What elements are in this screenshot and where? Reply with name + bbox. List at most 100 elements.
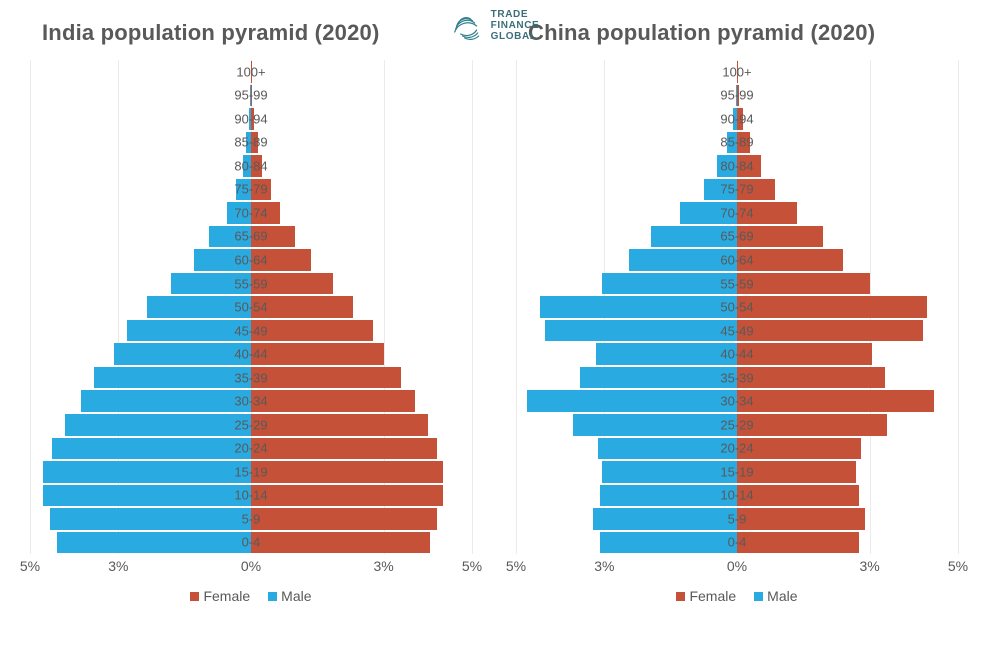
- age-row: 55-59: [30, 272, 472, 296]
- female-bar: [737, 179, 775, 201]
- male-half: [30, 343, 251, 365]
- female-bar: [251, 532, 430, 554]
- female-half: [737, 85, 958, 107]
- age-row: 60-64: [30, 248, 472, 272]
- male-bar: [717, 155, 737, 177]
- male-half: [516, 249, 737, 271]
- age-row: 55-59: [516, 272, 958, 296]
- legend-swatch: [268, 592, 277, 601]
- female-half: [251, 108, 472, 130]
- female-half: [251, 61, 472, 83]
- axis-tick: 5%: [948, 558, 968, 574]
- age-row: 70-74: [30, 201, 472, 225]
- logo: TRADE FINANCE GLOBAL: [449, 8, 540, 42]
- legend-swatch: [676, 592, 685, 601]
- female-bar: [737, 485, 859, 507]
- male-half: [516, 532, 737, 554]
- logo-text-line: GLOBAL: [491, 31, 540, 42]
- female-bar: [737, 461, 856, 483]
- male-half: [30, 85, 251, 107]
- chart-india: India population pyramid (2020)5%3%0%3%5…: [18, 0, 484, 669]
- male-half: [30, 202, 251, 224]
- female-bar: [251, 132, 258, 154]
- male-half: [516, 296, 737, 318]
- age-row: 15-19: [30, 460, 472, 484]
- female-bar: [251, 461, 443, 483]
- plot: 5%3%0%3%5%100+95-9990-9485-8980-8475-797…: [30, 60, 472, 572]
- female-half: [251, 179, 472, 201]
- male-half: [30, 108, 251, 130]
- female-bar: [737, 508, 865, 530]
- age-row: 45-49: [30, 319, 472, 343]
- legend-label: Male: [281, 588, 311, 604]
- male-half: [30, 390, 251, 412]
- age-row: 45-49: [516, 319, 958, 343]
- female-half: [737, 343, 958, 365]
- plot-wrap: 5%3%0%3%5%100+95-9990-9485-8980-8475-797…: [504, 50, 970, 610]
- male-bar: [602, 461, 737, 483]
- male-half: [30, 508, 251, 530]
- male-bar: [52, 438, 251, 460]
- male-bar: [527, 390, 737, 412]
- male-half: [516, 461, 737, 483]
- female-bar: [251, 249, 311, 271]
- age-row: 0-4: [30, 531, 472, 555]
- female-half: [737, 367, 958, 389]
- female-bar: [737, 367, 885, 389]
- female-bar: [251, 414, 428, 436]
- male-half: [30, 61, 251, 83]
- male-half: [516, 85, 737, 107]
- female-half: [251, 532, 472, 554]
- female-half: [251, 132, 472, 154]
- female-half: [251, 320, 472, 342]
- male-half: [516, 367, 737, 389]
- male-half: [30, 532, 251, 554]
- age-row: 100+: [30, 60, 472, 84]
- legend-item-female: Female: [676, 588, 736, 604]
- male-half: [30, 273, 251, 295]
- male-bar: [94, 367, 251, 389]
- age-row: 85-89: [516, 131, 958, 155]
- legend-label: Female: [203, 588, 250, 604]
- age-row: 65-69: [516, 225, 958, 249]
- female-bar: [251, 508, 437, 530]
- age-row: 100+: [516, 60, 958, 84]
- logo-text-line: TRADE: [491, 9, 540, 20]
- female-half: [737, 438, 958, 460]
- legend-label: Female: [689, 588, 736, 604]
- female-half: [737, 273, 958, 295]
- age-row: 5-9: [516, 507, 958, 531]
- female-bar: [737, 438, 861, 460]
- male-half: [516, 202, 737, 224]
- age-row: 75-79: [516, 178, 958, 202]
- logo-text: TRADE FINANCE GLOBAL: [491, 9, 540, 42]
- age-row: 95-99: [516, 84, 958, 108]
- female-half: [737, 532, 958, 554]
- grid-line: [958, 60, 959, 554]
- age-row: 40-44: [516, 342, 958, 366]
- male-half: [30, 155, 251, 177]
- female-bar: [737, 249, 843, 271]
- male-half: [516, 132, 737, 154]
- female-bar: [737, 155, 761, 177]
- age-row: 35-39: [516, 366, 958, 390]
- legend-item-male: Male: [268, 588, 311, 604]
- legend: Female Male: [18, 588, 484, 604]
- female-half: [737, 202, 958, 224]
- male-bar: [114, 343, 251, 365]
- female-bar: [251, 367, 401, 389]
- female-half: [251, 85, 472, 107]
- male-bar: [629, 249, 737, 271]
- male-half: [30, 367, 251, 389]
- female-bar: [251, 85, 252, 107]
- male-bar: [57, 532, 251, 554]
- male-half: [30, 320, 251, 342]
- chart-title: China population pyramid (2020): [528, 20, 970, 46]
- age-row: 65-69: [30, 225, 472, 249]
- male-bar: [545, 320, 737, 342]
- bars: 100+95-9990-9485-8980-8475-7970-7465-696…: [30, 60, 472, 554]
- male-half: [30, 179, 251, 201]
- female-bar: [737, 226, 823, 248]
- female-bar: [737, 320, 923, 342]
- male-bar: [243, 155, 251, 177]
